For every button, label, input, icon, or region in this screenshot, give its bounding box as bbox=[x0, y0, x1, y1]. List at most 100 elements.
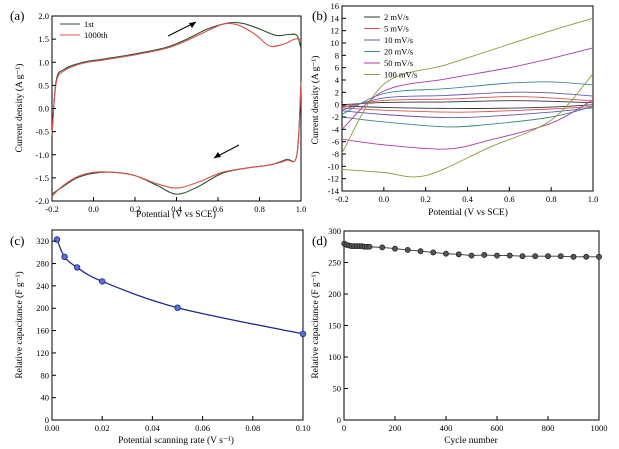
panel-c-label: (c) bbox=[10, 233, 24, 248]
panel-b-series-6-forward bbox=[341, 17, 594, 154]
panel-c-point bbox=[98, 278, 106, 285]
panel-d-point bbox=[583, 253, 590, 260]
panel-b-ylabel: Current density (A g⁻¹) bbox=[310, 56, 321, 145]
panel-d-label: (d) bbox=[312, 233, 327, 248]
panel-d-ytick-label: 0 bbox=[337, 415, 341, 425]
panel-c-point bbox=[174, 304, 181, 311]
panel-c-ytick-label: 0 bbox=[45, 415, 49, 425]
panel-b-series-3-reverse bbox=[341, 107, 594, 119]
panel-c-point bbox=[73, 264, 81, 271]
panel-a-series-2-cathodic bbox=[51, 83, 302, 197]
panel-b-ytick-label: 10 bbox=[331, 38, 340, 48]
panel-a-ytick-label: 0.0 bbox=[38, 104, 49, 114]
panel-b-ytick-label: 14 bbox=[331, 13, 340, 23]
panel-b-xtick-label: -0.2 bbox=[335, 194, 348, 204]
panel-d-point bbox=[417, 248, 424, 255]
panel-c-xtick-label: 0.04 bbox=[145, 423, 161, 433]
panel-c-ytick-label: 280 bbox=[36, 259, 49, 269]
panel-d-point bbox=[596, 253, 602, 260]
panel-c-ytick-label: 40 bbox=[41, 393, 50, 403]
panel-c-xtick-label: 0.02 bbox=[95, 423, 110, 433]
panel-a-series-1-cathodic bbox=[51, 80, 302, 195]
panel-d-xtick-label: 1000 bbox=[591, 423, 608, 433]
panel-a-series-1-anodic bbox=[51, 21, 302, 137]
panel-d-point bbox=[430, 249, 437, 256]
panel-d-point bbox=[366, 243, 373, 250]
panel-d-xtick-label: 800 bbox=[542, 423, 555, 433]
panel-c-point bbox=[61, 253, 68, 261]
panel-a-label: (a) bbox=[10, 8, 24, 23]
panel-a-xlabel: Potential (V vs SCE) bbox=[136, 209, 216, 220]
panel-c-point bbox=[299, 330, 307, 338]
panel-c-fit-line bbox=[56, 239, 304, 335]
panel-b-xtick-label: 0.2 bbox=[420, 194, 431, 204]
panel-a-ytick-label: -0.5 bbox=[36, 127, 49, 137]
panel-a-ytick-label: 2.0 bbox=[38, 11, 49, 21]
panel-a-ytick-label: -2.0 bbox=[36, 196, 49, 206]
panel-d-xtick-label: 400 bbox=[440, 423, 453, 433]
panel-c-ytick-label: 120 bbox=[36, 348, 49, 358]
panel-b-legend-label: 50 mV/s bbox=[384, 58, 413, 68]
panel-a-xtick-label: 0.6 bbox=[213, 204, 224, 214]
panel-b-series-2-forward bbox=[341, 96, 594, 108]
panel-a-legend-label: 1000th bbox=[84, 30, 108, 40]
panel-b-xtick-label: 0.0 bbox=[379, 194, 390, 204]
panel-b-ytick-label: -10 bbox=[328, 161, 339, 171]
panel-d-point bbox=[404, 246, 411, 253]
panel-d-ytick-label: 250 bbox=[328, 258, 341, 268]
panel-d-point bbox=[532, 253, 539, 260]
panel-a-xtick-label: 0.0 bbox=[88, 204, 99, 214]
panel-c-ylabel: Relative capacitance (F g⁻¹) bbox=[14, 271, 25, 378]
panel-b-ytick-label: -12 bbox=[328, 174, 339, 184]
panel-a-ytick-label: 0.5 bbox=[38, 80, 49, 90]
panel-b-ytick-label: 16 bbox=[331, 1, 340, 11]
panel-d-xtick-label: 0 bbox=[342, 423, 346, 433]
panel-c: 0.00 0.02 0.04 0.06 0.08 0.10 320 280 240 200 160 1… bbox=[10, 229, 310, 446]
panel-a-xtick-label: 1.0 bbox=[296, 204, 307, 214]
panel-d-point bbox=[506, 252, 513, 259]
panel-a-xtick-label: -0.2 bbox=[45, 204, 58, 214]
panel-c-ytick-label: 240 bbox=[36, 281, 49, 291]
panel-a: -0.2 0.0 0.2 0.4 0.6 0.8 1.0 2.0 1.5 1.0 0.5 0.0 -0.… bbox=[10, 8, 306, 220]
panel-b-series-1-reverse bbox=[341, 104, 594, 109]
panel-d-xtick-label: 600 bbox=[491, 423, 504, 433]
panel-b-series-1-forward bbox=[341, 100, 594, 106]
panel-b-xtick-label: 1.0 bbox=[588, 194, 599, 204]
panel-b-ytick-label: 12 bbox=[331, 26, 340, 36]
panel-a-arrow-down-head bbox=[214, 152, 221, 158]
panel-c-frame bbox=[51, 229, 304, 421]
panel-d-point bbox=[379, 244, 386, 251]
panel-b-legend-label: 5 mV/s bbox=[384, 24, 409, 34]
panel-a-ytick-label: 1.5 bbox=[38, 34, 49, 44]
panel-b-xtick-label: 0.8 bbox=[546, 194, 557, 204]
panel-b-legend-label: 100 mV/s bbox=[384, 70, 417, 80]
panel-a-ytick-label: 1.0 bbox=[38, 57, 49, 67]
panel-d-ytick-label: 100 bbox=[328, 352, 341, 362]
panel-b-series-5-reverse bbox=[341, 99, 594, 150]
panel-b-legend-label: 10 mV/s bbox=[384, 35, 413, 45]
panel-d-point bbox=[570, 253, 577, 260]
panel-d-frame bbox=[343, 230, 600, 421]
panel-d-ytick-label: 150 bbox=[328, 321, 341, 331]
panel-b-ytick-label: -2 bbox=[332, 112, 339, 122]
panel-a-arrow-up-head bbox=[189, 22, 196, 28]
panel-a-arrow-down bbox=[213, 144, 240, 159]
panel-b-ytick-label: 0 bbox=[335, 100, 339, 110]
panel-d-ylabel: Relative capacitance (F g⁻¹) bbox=[310, 271, 321, 378]
panel-a-arrow-up bbox=[167, 21, 197, 37]
panel-d-point bbox=[455, 251, 462, 258]
panel-d-point bbox=[519, 253, 526, 260]
panel-d-ytick-label: 50 bbox=[333, 384, 342, 394]
panel-d-point bbox=[557, 253, 564, 260]
panel-b-label: (b) bbox=[312, 8, 327, 23]
panel-b-xlabel: Potential (V vs SCE) bbox=[428, 207, 508, 218]
panel-a-xtick-label: 0.4 bbox=[171, 204, 182, 214]
panel-c-xlabel: Potential scanning rate (V s⁻¹) bbox=[118, 435, 234, 446]
panel-a-ytick-label: -1.5 bbox=[36, 173, 49, 183]
panel-b-series-5-forward bbox=[341, 47, 594, 130]
panel-b-ytick-label: -8 bbox=[332, 149, 339, 159]
panel-c-xtick-label: 0.08 bbox=[245, 423, 260, 433]
panel-d-xlabel: Cycle number bbox=[444, 436, 498, 446]
